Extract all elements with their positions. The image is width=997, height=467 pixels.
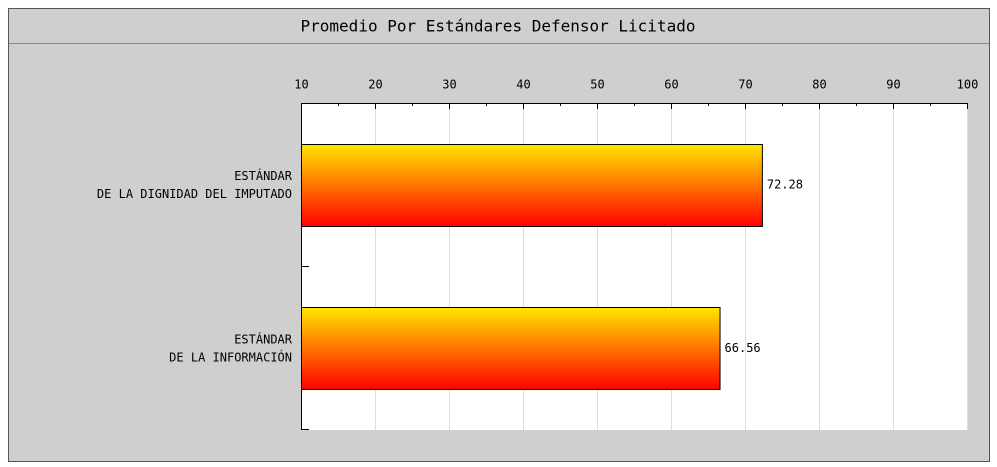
x-tick-label: 20	[368, 78, 382, 92]
y-tick-label: ESTÁNDAR DE LA INFORMACIÓN	[169, 331, 293, 364]
value-label: 72.28	[767, 177, 803, 191]
chart-title: Promedio Por Estándares Defensor Licitad…	[301, 17, 696, 36]
x-tick-label: 80	[812, 78, 826, 92]
x-tick-label: 50	[590, 78, 604, 92]
x-tick-label: 40	[516, 78, 530, 92]
bar	[301, 307, 721, 390]
bar	[301, 144, 763, 227]
x-tick-label: 90	[886, 78, 900, 92]
x-tick-label: 60	[664, 78, 678, 92]
x-tick-label: 100	[957, 78, 979, 92]
x-tick-label: 30	[442, 78, 456, 92]
x-tick-label: 70	[738, 78, 752, 92]
x-tick-label: 10	[294, 78, 308, 92]
y-tick-label: ESTÁNDAR DE LA DIGNIDAD DEL IMPUTADO	[97, 167, 293, 200]
value-label: 66.56	[725, 341, 761, 355]
